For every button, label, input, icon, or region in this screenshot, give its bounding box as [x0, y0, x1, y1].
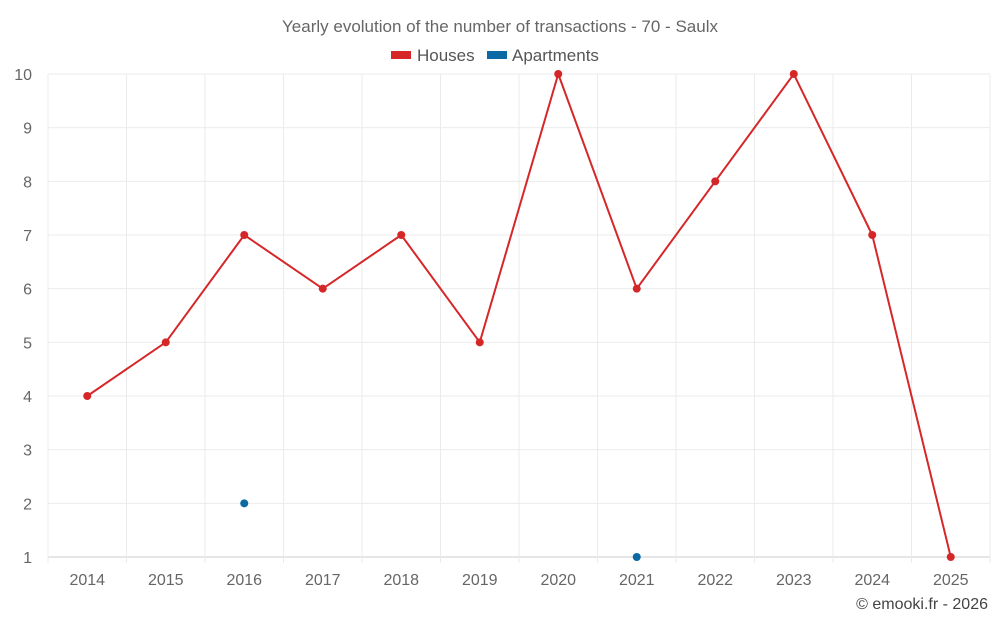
x-tick-label: 2018 — [383, 572, 419, 589]
x-tick-label: 2016 — [226, 572, 262, 589]
y-tick-label: 6 — [23, 282, 32, 299]
legend-swatch-apartments — [487, 51, 507, 59]
chart-title: Yearly evolution of the number of transa… — [282, 17, 718, 36]
y-tick-label: 9 — [23, 121, 32, 138]
data-point-apartments-2016[interactable] — [240, 499, 249, 508]
data-point-houses-2017[interactable] — [318, 284, 327, 293]
x-tick-label: 2015 — [148, 572, 184, 589]
axes: 1 2 3 4 5 6 7 8 9 10 2014 2015 2016 2017 2018 2019 2020 2… — [14, 67, 968, 589]
data-point-houses-2019[interactable] — [475, 338, 484, 347]
data-point-houses-2018[interactable] — [397, 231, 406, 239]
grid — [47, 73, 991, 563]
legend: Houses Apartments — [391, 46, 599, 65]
data-point-houses-2014[interactable] — [83, 392, 92, 400]
legend-label-apartments: Apartments — [512, 46, 599, 65]
x-tick-label: 2020 — [540, 572, 576, 589]
legend-label-houses: Houses — [417, 46, 475, 65]
y-tick-label: 2 — [23, 496, 32, 513]
data-point-houses-2015[interactable] — [161, 338, 170, 347]
x-tick-label: 2022 — [697, 572, 733, 589]
data-point-houses-2023[interactable] — [789, 70, 798, 78]
y-tick-label: 3 — [23, 443, 32, 460]
x-tick-label: 2019 — [462, 572, 498, 589]
series — [83, 70, 955, 561]
data-point-houses-2024[interactable] — [868, 231, 877, 239]
legend-swatch-houses — [391, 51, 411, 59]
x-tick-label: 2014 — [69, 572, 105, 589]
data-point-apartments-2021[interactable] — [632, 553, 641, 561]
x-tick-label: 2025 — [933, 572, 969, 589]
data-point-houses-2020[interactable] — [554, 70, 563, 78]
y-tick-label: 5 — [23, 335, 32, 352]
y-tick-label: 4 — [23, 389, 32, 406]
data-point-houses-2021[interactable] — [632, 284, 641, 293]
series-apartments — [240, 499, 641, 561]
data-point-houses-2025[interactable] — [946, 553, 955, 561]
series-houses — [83, 70, 955, 561]
y-tick-label: 1 — [23, 550, 32, 567]
y-tick-label: 10 — [14, 67, 32, 84]
data-point-houses-2016[interactable] — [240, 231, 249, 239]
x-tick-label: 2021 — [619, 572, 655, 589]
data-point-houses-2022[interactable] — [711, 177, 720, 186]
x-tick-label: 2024 — [854, 572, 890, 589]
y-tick-label: 7 — [23, 228, 32, 245]
credit-text: © emooki.fr - 2026 — [856, 596, 988, 613]
y-tick-label: 8 — [23, 174, 32, 191]
x-tick-label: 2023 — [776, 572, 812, 589]
x-tick-label: 2017 — [305, 572, 341, 589]
series-line-houses — [86, 70, 952, 558]
